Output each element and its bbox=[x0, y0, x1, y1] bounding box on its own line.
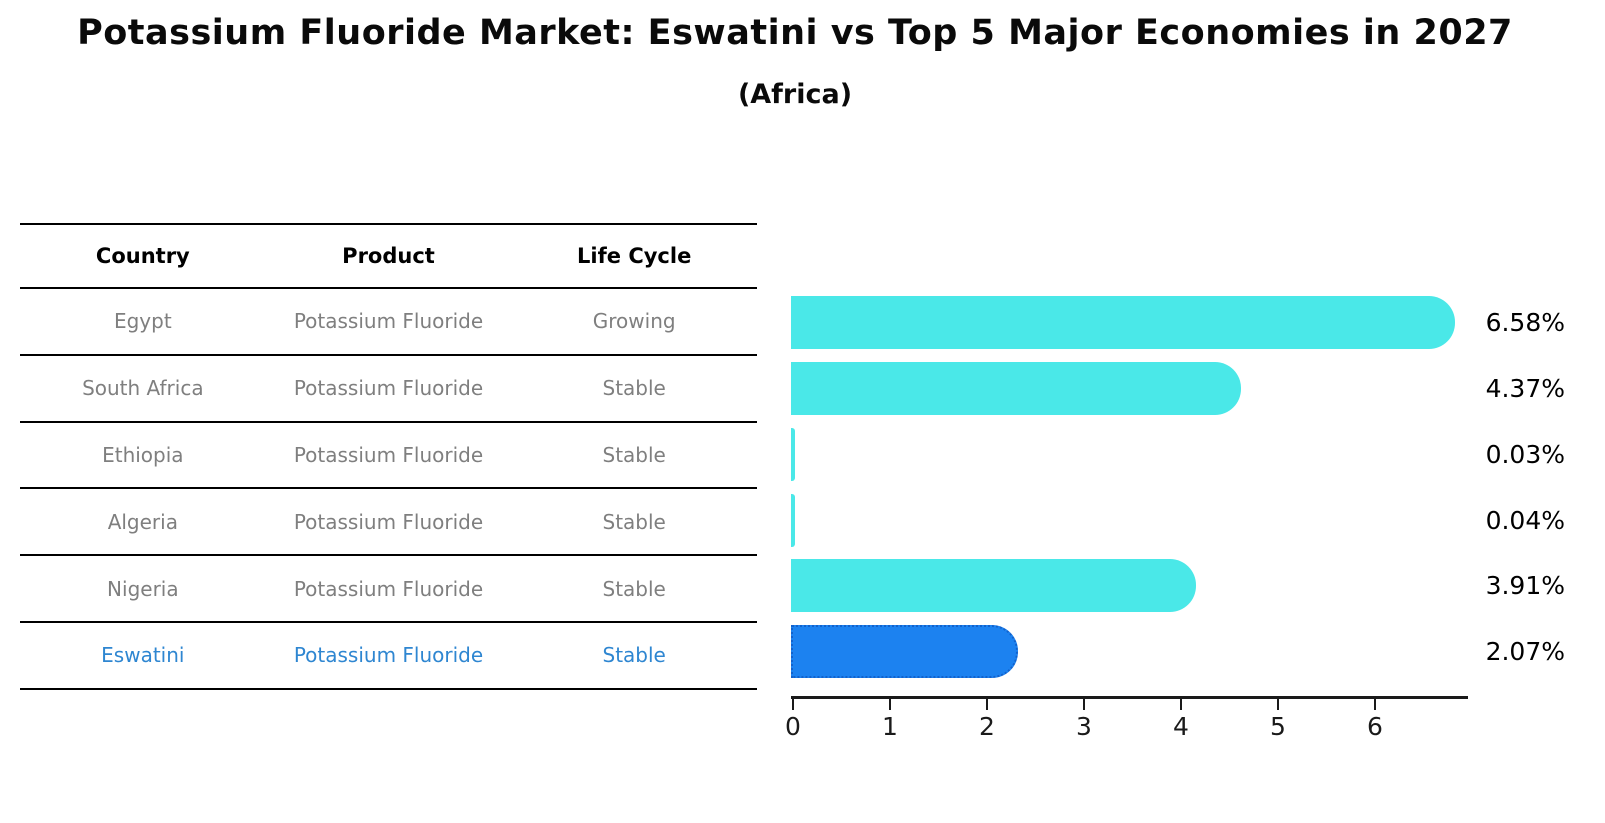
table-row: Egypt Potassium Fluoride Growing bbox=[20, 289, 757, 356]
x-tick-label: 2 bbox=[979, 712, 995, 741]
bar-algeria bbox=[791, 494, 795, 547]
bar-highlight-eswatini bbox=[791, 625, 1018, 678]
x-tick-label: 6 bbox=[1367, 712, 1383, 741]
table-cell-product: Potassium Fluoride bbox=[293, 309, 484, 334]
x-axis-line bbox=[791, 696, 1468, 699]
bar-value-label: 0.03% bbox=[1485, 440, 1565, 469]
table-cell-country: Eswatini bbox=[101, 643, 185, 668]
table-cell-product: Potassium Fluoride bbox=[293, 509, 484, 534]
table-cell-product: Potassium Fluoride bbox=[293, 576, 484, 601]
table-cell-life-cycle: Stable bbox=[602, 576, 666, 601]
table-cell-country: Algeria bbox=[107, 509, 178, 534]
table-cell-country: Nigeria bbox=[107, 576, 179, 601]
x-tick-label: 4 bbox=[1173, 712, 1189, 741]
bar-south-africa bbox=[791, 362, 1241, 415]
x-tick-mark bbox=[792, 699, 794, 710]
table-cell-country: Egypt bbox=[113, 309, 172, 334]
bar-ethiopia bbox=[791, 428, 795, 481]
table-row: Nigeria Potassium Fluoride Stable bbox=[20, 556, 757, 623]
bar-value-label: 4.37% bbox=[1485, 374, 1565, 403]
table-row: Ethiopia Potassium Fluoride Stable bbox=[20, 423, 757, 490]
x-tick-label: 5 bbox=[1270, 712, 1286, 741]
country-table: Country Product Life Cycle Egypt Potassium … bbox=[20, 223, 757, 690]
table-cell-life-cycle: Stable bbox=[602, 643, 666, 668]
chart-title: Potassium Fluoride Market: Eswatini vs T… bbox=[77, 13, 1513, 53]
table-header-cell: Life Cycle bbox=[577, 244, 692, 268]
table-row: South Africa Potassium Fluoride Stable bbox=[20, 356, 757, 423]
x-tick-label: 1 bbox=[882, 712, 898, 741]
chart-subtitle: (Africa) bbox=[737, 79, 853, 110]
table-header-cell: Product bbox=[342, 244, 435, 268]
table-cell-life-cycle: Stable bbox=[602, 509, 666, 534]
table-cell-product: Potassium Fluoride bbox=[293, 643, 484, 668]
table-cell-life-cycle: Stable bbox=[602, 376, 666, 401]
table-row: Algeria Potassium Fluoride Stable bbox=[20, 489, 757, 557]
bar-value-label: 6.58% bbox=[1485, 308, 1565, 337]
x-tick-mark bbox=[1277, 699, 1279, 710]
x-tick-mark bbox=[1180, 699, 1182, 710]
table-cell-country: South Africa bbox=[82, 376, 204, 401]
x-tick-mark bbox=[1374, 699, 1376, 710]
table-cell-product: Potassium Fluoride bbox=[293, 442, 484, 467]
x-tick-mark bbox=[1083, 699, 1085, 710]
table-cell-product: Potassium Fluoride bbox=[293, 376, 484, 401]
x-tick-mark bbox=[986, 699, 988, 710]
table-cell-country: Ethiopia bbox=[102, 442, 184, 467]
table-row: Eswatini Potassium Fluoride Stable bbox=[20, 623, 757, 690]
bar-value-label: 3.91% bbox=[1485, 571, 1565, 600]
x-tick-mark bbox=[889, 699, 891, 710]
bar-nigeria bbox=[791, 559, 1197, 612]
bar-egypt bbox=[791, 296, 1456, 349]
table-body: Egypt Potassium Fluoride Growing South Afri… bbox=[20, 289, 757, 690]
table-header-row: Country Product Life Cycle bbox=[20, 223, 757, 289]
x-tick-label: 0 bbox=[785, 712, 801, 741]
table-cell-life-cycle: Growing bbox=[592, 309, 676, 334]
bar-value-label: 2.07% bbox=[1485, 637, 1565, 666]
table-cell-life-cycle: Stable bbox=[602, 442, 666, 467]
table-header-cell: Country bbox=[95, 244, 190, 268]
x-tick-label: 3 bbox=[1076, 712, 1092, 741]
bar-value-label: 0.04% bbox=[1485, 506, 1565, 535]
